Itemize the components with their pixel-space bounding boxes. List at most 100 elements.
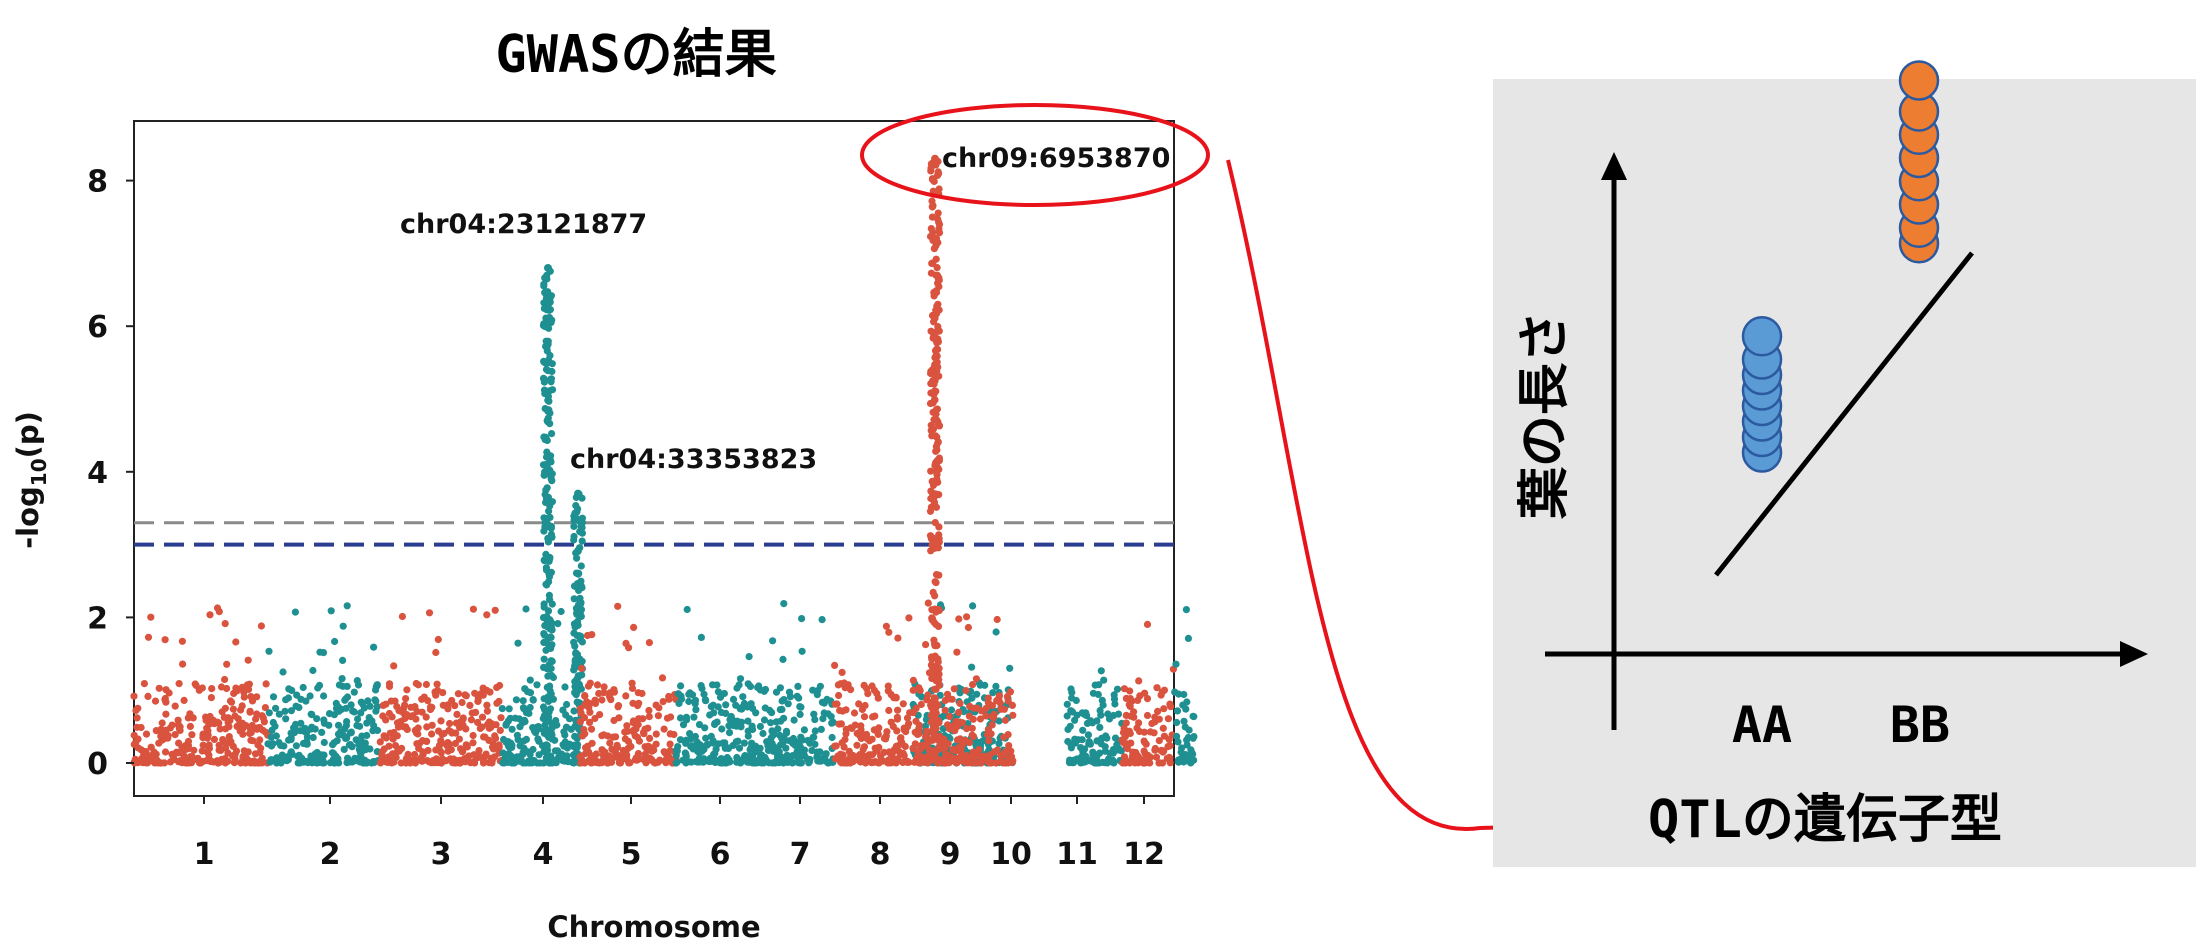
snp-point [385, 680, 394, 688]
snp-point [306, 692, 314, 700]
peak-point [570, 512, 578, 520]
snp-point [621, 735, 630, 743]
snp-point [508, 725, 516, 733]
snp-point [761, 704, 769, 712]
snp-point [586, 700, 594, 708]
snp-point [1184, 634, 1192, 643]
peak-point [935, 457, 944, 465]
snp-point [800, 751, 808, 759]
snp-point [981, 681, 989, 689]
peak-point [547, 725, 555, 733]
peak-point [928, 213, 937, 221]
snp-point [507, 752, 515, 760]
peak-point [544, 418, 552, 426]
snp-point [591, 714, 599, 723]
snp-point [851, 721, 859, 729]
peak-point [934, 658, 942, 666]
snp-point [462, 725, 470, 733]
peak-point [929, 228, 937, 236]
y-tick-label: 6 [87, 310, 108, 345]
snp-point [1155, 759, 1163, 767]
snp-point [192, 681, 200, 690]
snp-point [561, 731, 569, 739]
peak-point [931, 578, 939, 586]
snp-point [281, 707, 289, 715]
peak-point [544, 607, 553, 615]
peak-point [929, 399, 937, 407]
snp-point [206, 712, 214, 721]
peak-point [927, 389, 935, 397]
inset-category-aa: AA [1732, 696, 1792, 754]
snp-point [350, 688, 358, 696]
snp-point [857, 734, 865, 743]
snp-point [860, 713, 869, 721]
snp-point [659, 698, 667, 706]
snp-point [565, 715, 574, 723]
snp-point [966, 702, 974, 711]
snp-point [691, 732, 700, 741]
snp-point [796, 710, 804, 719]
snp-point [839, 707, 847, 715]
snp-point [982, 712, 990, 720]
x-tick-label: 11 [1056, 837, 1098, 872]
peak-point [578, 657, 586, 665]
snp-point [654, 712, 663, 720]
snp-point [370, 643, 378, 651]
snp-point [598, 696, 606, 704]
snp-point [401, 701, 409, 709]
snp-point [909, 676, 918, 685]
peak-point [570, 595, 578, 603]
snp-point [917, 700, 925, 709]
snp-point [687, 742, 695, 751]
snp-point [455, 759, 463, 767]
snp-point [480, 733, 488, 741]
snp-point [606, 693, 614, 701]
snp-point [472, 708, 480, 717]
snp-point [1000, 733, 1008, 741]
snp-point [318, 728, 326, 737]
snp-point [817, 725, 825, 734]
snp-point [968, 694, 976, 702]
peak-top-point [931, 154, 939, 163]
snp-point [1098, 696, 1106, 705]
snp-point [955, 615, 963, 623]
snp-point [975, 745, 983, 754]
snp-point [356, 743, 365, 752]
snp-point [847, 751, 855, 760]
snp-point [478, 713, 487, 721]
peak-point [935, 670, 943, 679]
snp-point [309, 733, 317, 742]
snp-point [551, 747, 560, 755]
snp-point [785, 688, 794, 696]
snp-point [794, 738, 802, 746]
snp-point [497, 714, 505, 722]
snp-point [493, 683, 501, 692]
inset-x-label: QTLの遺伝子型 [1648, 790, 2002, 850]
peak-point [541, 323, 549, 331]
snp-point [682, 750, 690, 758]
snp-point [963, 725, 971, 733]
snp-point [171, 702, 179, 710]
snp-points [130, 154, 1198, 767]
peak-point [931, 750, 939, 758]
snp-point [899, 700, 907, 708]
peak-point [929, 664, 937, 672]
peak-point [543, 343, 551, 351]
snp-point [467, 716, 475, 724]
peak-point [573, 581, 581, 590]
snp-point [536, 759, 544, 767]
snp-point [215, 746, 223, 754]
snp-point [368, 717, 376, 725]
snp-point [411, 750, 419, 759]
snp-point [739, 693, 747, 701]
snp-point [221, 620, 229, 628]
snp-point [861, 758, 869, 767]
snp-point [665, 692, 673, 701]
peak-point [578, 529, 587, 537]
snp-point [947, 753, 956, 761]
snp-point [688, 691, 697, 699]
snp-point [1143, 711, 1152, 720]
snp-point [1115, 745, 1123, 753]
snp-point [563, 700, 571, 709]
snp-point [361, 739, 369, 747]
